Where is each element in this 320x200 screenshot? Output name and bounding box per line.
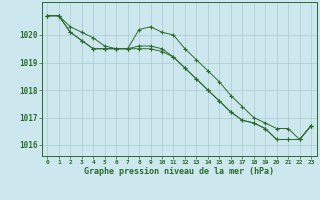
X-axis label: Graphe pression niveau de la mer (hPa): Graphe pression niveau de la mer (hPa) — [84, 167, 274, 176]
